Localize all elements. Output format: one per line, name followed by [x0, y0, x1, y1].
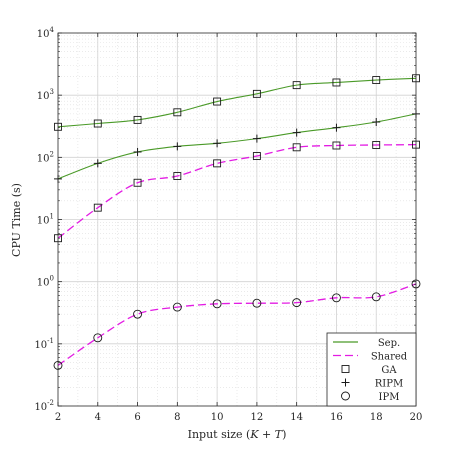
- legend-swatch-plus: [341, 378, 350, 387]
- data-point-plus: [292, 128, 301, 137]
- y-tick-label: 100: [37, 275, 54, 289]
- y-tick-labels: 10-2 10-1 100 101 102 103 104: [34, 26, 54, 413]
- legend-label: Shared: [371, 352, 408, 363]
- data-point-circle: [252, 298, 262, 308]
- data-point-circle: [371, 292, 381, 302]
- data-point-circle: [133, 309, 143, 319]
- y-tick-label: 103: [37, 88, 54, 102]
- data-point-square: [213, 97, 222, 106]
- series-0: [54, 74, 420, 131]
- y-axis-label: CPU Time (s): [10, 183, 23, 257]
- x-tick-label: 20: [410, 412, 423, 423]
- series-layer: [53, 74, 421, 370]
- data-point-square: [372, 76, 381, 85]
- grid: [58, 33, 416, 406]
- x-tick-label: 12: [251, 412, 264, 423]
- series-line: [57, 77, 417, 128]
- data-point-square: [372, 141, 381, 149]
- legend-label: Sep.: [378, 338, 400, 349]
- data-point-plus: [173, 142, 182, 151]
- data-point-circle: [331, 293, 341, 303]
- series-line: [57, 143, 417, 239]
- data-point-square: [173, 108, 182, 117]
- data-point-plus: [372, 118, 381, 127]
- x-tick-labels: 2 4 6 8 10 12 14 16 18 20: [55, 412, 423, 423]
- data-point-circle: [172, 302, 182, 312]
- data-point-square: [292, 143, 301, 152]
- data-point-square: [292, 81, 301, 90]
- series-line: [57, 113, 417, 180]
- legend-swatch-circle: [341, 391, 350, 401]
- legend-swatch-square: [341, 365, 350, 373]
- data-point-circle: [292, 298, 302, 308]
- legend-label: RIPM: [375, 379, 403, 390]
- y-tick-label: 101: [37, 213, 54, 227]
- x-axis-label: Input size (K + T): [188, 428, 287, 441]
- x-tick-label: 8: [174, 412, 180, 423]
- legend-box: [326, 332, 417, 407]
- data-point-circle: [212, 299, 222, 309]
- x-tick-label: 14: [290, 412, 303, 423]
- x-tick-label: 10: [211, 412, 224, 423]
- data-point-square: [332, 78, 341, 87]
- x-tick-label: 4: [95, 412, 101, 423]
- data-point-square: [332, 141, 341, 150]
- data-point-plus: [93, 159, 102, 168]
- data-point-square: [173, 172, 182, 180]
- data-point-square: [133, 115, 142, 124]
- data-point-square: [213, 159, 222, 168]
- series-line: [57, 283, 417, 366]
- y-tick-label: 10-2: [34, 399, 54, 413]
- y-tick-label: 104: [37, 26, 55, 40]
- data-point-square: [93, 119, 102, 128]
- y-tick-label: 102: [37, 150, 54, 164]
- legend-label: GA: [381, 365, 397, 376]
- legend-label: IPM: [379, 392, 400, 403]
- legend: Sep. Shared GA RIPM IPM: [326, 332, 417, 407]
- data-point-plus: [213, 139, 222, 148]
- data-point-plus: [133, 147, 142, 156]
- data-point-plus: [252, 134, 261, 143]
- x-tick-label: 18: [370, 412, 383, 423]
- data-point-plus: [332, 123, 341, 132]
- x-tick-label: 6: [134, 412, 140, 423]
- data-point-square: [133, 178, 142, 187]
- x-tick-label: 2: [55, 412, 61, 423]
- x-tick-label: 16: [330, 412, 343, 423]
- data-point-square: [252, 152, 261, 160]
- data-point-circle: [93, 333, 103, 343]
- y-tick-label: 10-1: [34, 337, 54, 351]
- series-1: [54, 109, 420, 183]
- data-point-square: [252, 89, 261, 98]
- data-point-square: [93, 203, 102, 212]
